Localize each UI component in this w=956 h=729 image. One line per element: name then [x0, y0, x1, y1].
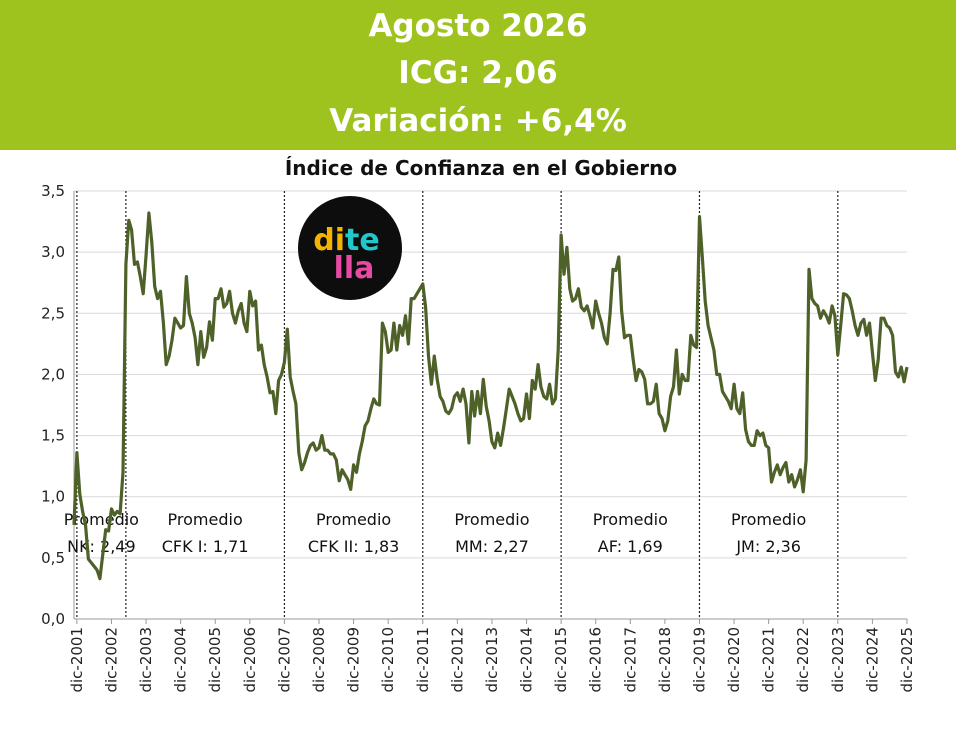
period-label-average: CFK II: 1,83	[308, 537, 400, 556]
x-tick-label: dic-2023	[829, 627, 847, 693]
period-label-average: NK: 2,49	[67, 537, 136, 556]
logo-circle	[298, 196, 402, 300]
x-tick-label: dic-2004	[172, 627, 190, 693]
logo-text-te: te	[345, 223, 380, 258]
x-tick-label: dic-2014	[518, 627, 536, 693]
x-tick-label: dic-2010	[379, 627, 397, 693]
period-label-average: CFK I: 1,71	[162, 537, 249, 556]
period-label-average: MM: 2,27	[455, 537, 529, 556]
y-axis-labels: 0,0 0,5 1,0 1,5 2,0 2,5 3,0 3,5	[41, 182, 65, 628]
header-banner: Agosto 2026 ICG: 2,06 Variación: +6,4%	[0, 0, 956, 150]
period-label-title: Promedio	[316, 510, 391, 529]
x-tick-label: dic-2018	[656, 627, 674, 693]
x-tick-label: dic-2019	[690, 627, 708, 693]
x-tick-label: dic-2006	[241, 627, 259, 693]
x-tick-label: dic-2011	[414, 627, 432, 693]
period-label-average: AF: 1,69	[598, 537, 663, 556]
header-variation: Variación: +6,4%	[329, 103, 627, 139]
chart-grid	[73, 190, 908, 624]
x-tick-label: dic-2017	[621, 627, 639, 693]
period-label-title: Promedio	[168, 510, 243, 529]
x-tick-label: dic-2015	[552, 627, 570, 693]
x-tick-label: dic-2020	[725, 627, 743, 693]
y-tick-label: 3,0	[41, 243, 65, 261]
x-tick-label: dic-2025	[898, 627, 916, 693]
period-label-title: Promedio	[454, 510, 529, 529]
x-tick-label: dic-2001	[68, 627, 86, 693]
x-tick-label: dic-2022	[794, 627, 812, 693]
y-tick-label: 3,5	[41, 182, 65, 200]
x-tick-label: dic-2016	[587, 627, 605, 693]
x-tick-label: dic-2009	[345, 627, 363, 693]
y-tick-label: 0,5	[41, 549, 65, 567]
logo-text-di: di	[313, 223, 345, 258]
y-tick-label: 2,0	[41, 365, 65, 383]
period-dividers	[76, 191, 839, 619]
period-annotations: Promedio NK: 2,49 Promedio CFK I: 1,71 Prome…	[64, 510, 806, 556]
period-label-title: Promedio	[593, 510, 668, 529]
ditella-logo: di te lla	[298, 196, 402, 300]
series-line-icg	[72, 211, 909, 581]
x-tick-label: dic-2012	[448, 627, 466, 693]
y-tick-label: 0,0	[41, 610, 65, 628]
header-icg-value: ICG: 2,06	[398, 55, 558, 91]
x-axis-labels: dic-2001 dic-2002 dic-2003 dic-2004 dic-2005…	[68, 627, 916, 693]
logo-text-lla: lla	[334, 251, 375, 286]
period-label-title: Promedio	[731, 510, 806, 529]
chart-title: Índice de Confianza en el Gobierno	[285, 156, 677, 180]
x-tick-label: dic-2008	[310, 627, 328, 693]
x-tick-label: dic-2024	[863, 627, 881, 693]
x-tick-label: dic-2007	[275, 627, 293, 693]
period-label-average: JM: 2,36	[735, 537, 801, 556]
x-tick-label: dic-2003	[137, 627, 155, 693]
icg-line-chart: Índice de Confianza en el Gobierno 0,00,…	[41, 156, 916, 693]
y-tick-label: 1,5	[41, 427, 65, 445]
x-tick-label: dic-2013	[483, 627, 501, 693]
y-tick-label: 2,5	[41, 304, 65, 322]
x-tick-label: dic-2005	[206, 627, 224, 693]
x-tick-label: dic-2021	[760, 627, 778, 693]
y-tick-label: 1,0	[41, 488, 65, 506]
header-date: Agosto 2026	[368, 8, 588, 44]
x-tick-label: dic-2002	[102, 627, 120, 693]
